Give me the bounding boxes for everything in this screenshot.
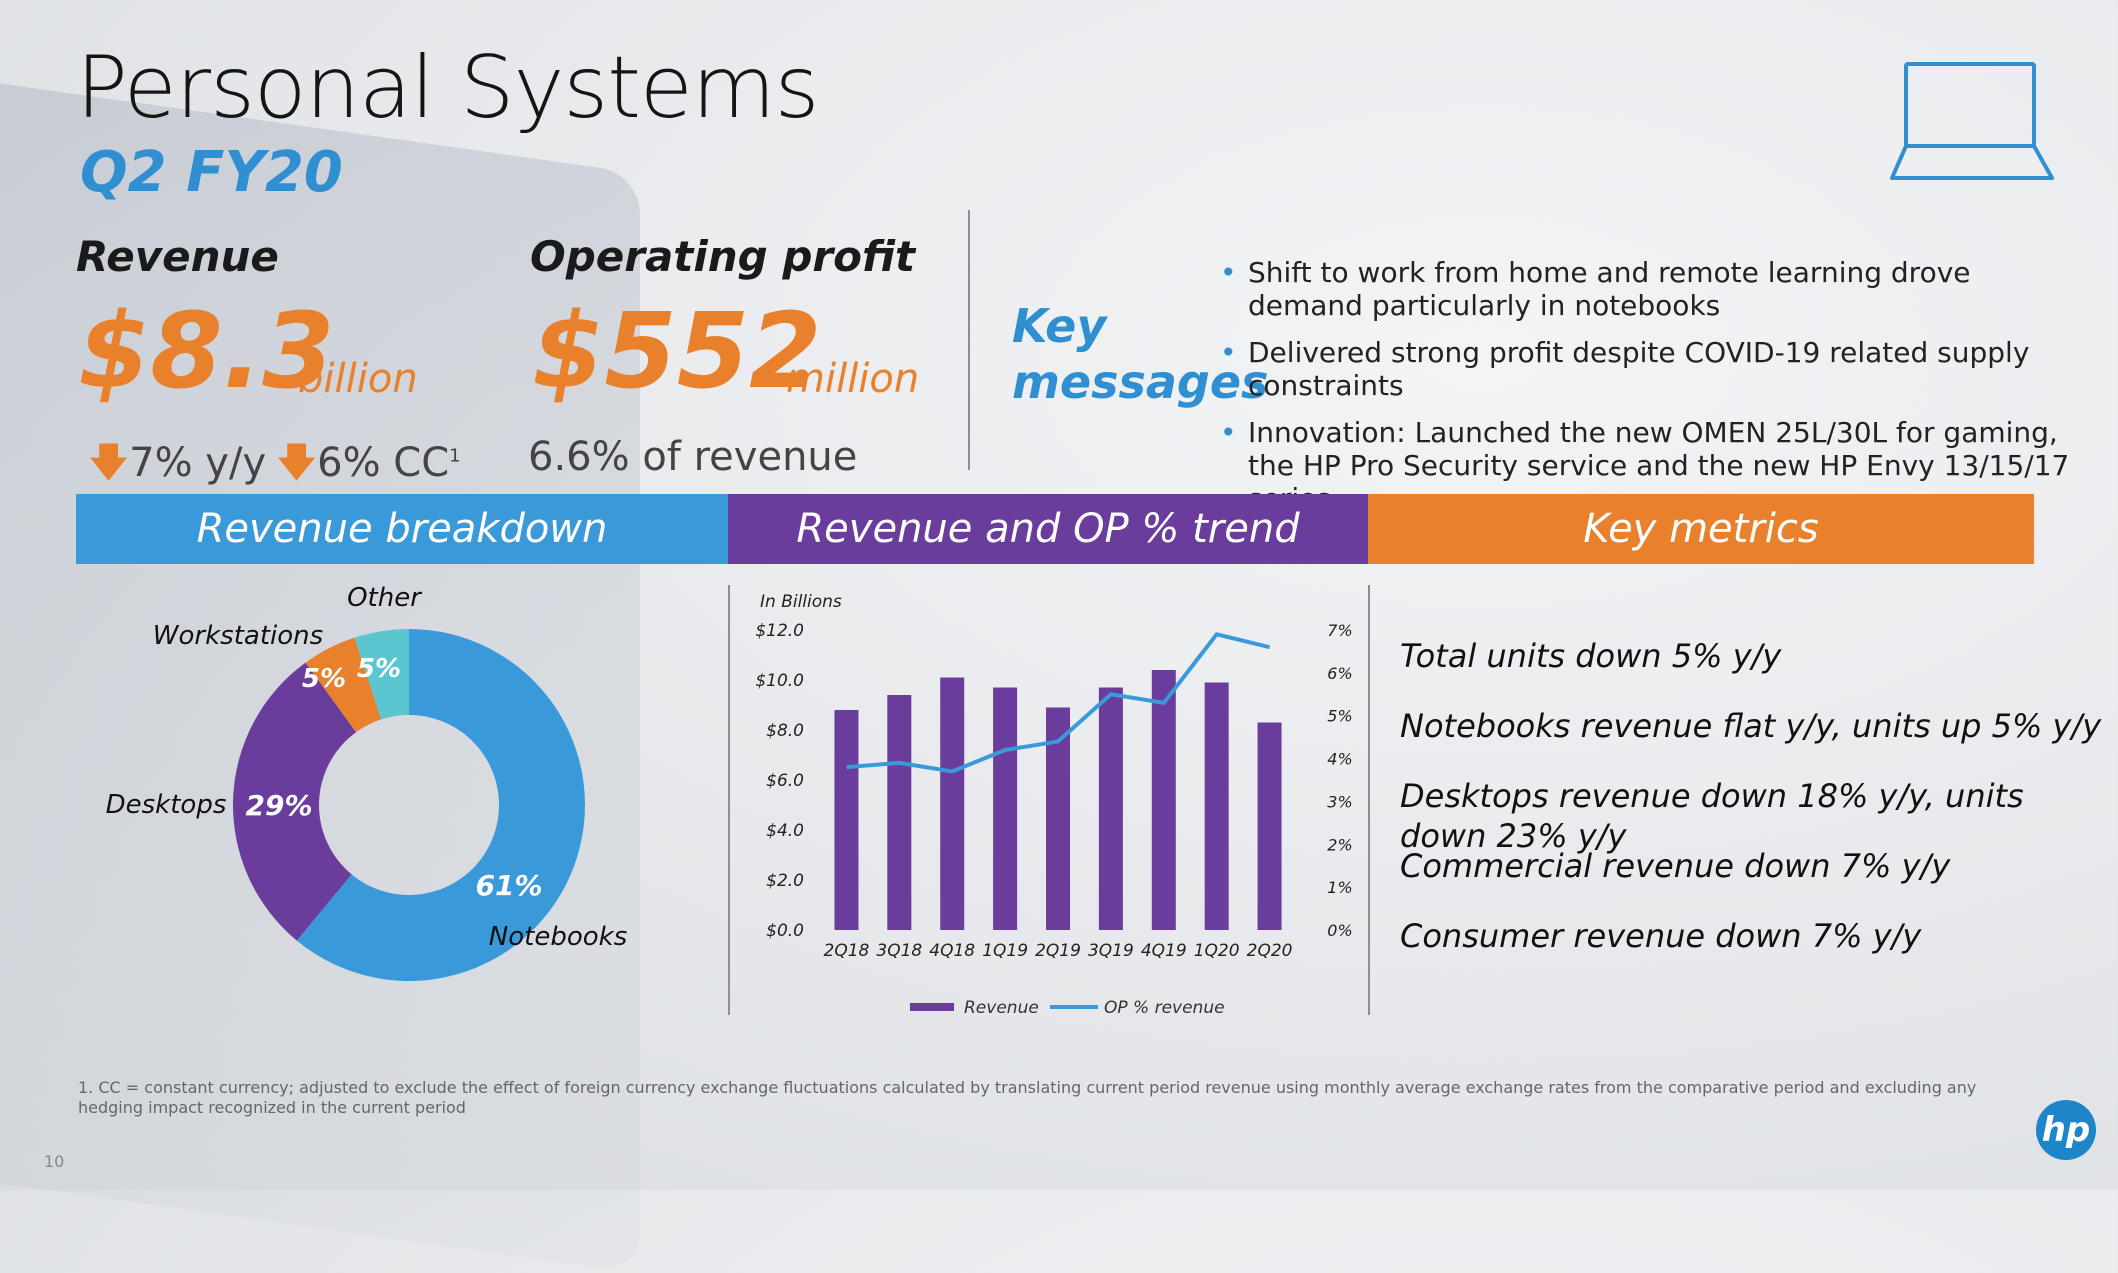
legend-label-revenue: Revenue	[964, 998, 1039, 1018]
key-metric-item: Notebooks revenue flat y/y, units up 5% …	[1400, 707, 2102, 745]
y-tick-label: $0.0	[766, 921, 804, 941]
legend-label-desktops: Desktops	[106, 790, 227, 820]
op-profit-unit: million	[786, 356, 920, 402]
revenue-yoy: 🡇7% y/y	[88, 434, 266, 502]
legend-label-workstations: Workstations	[153, 621, 323, 651]
y-tick-label: $10.0	[755, 671, 804, 691]
y2-tick-label: 4%	[1327, 750, 1352, 769]
bar-3q19	[1098, 687, 1123, 930]
donut-slice-notebooks	[296, 629, 586, 981]
key-message-item: Delivered strong profit despite COVID-19…	[1220, 336, 2080, 402]
x-tick-label: 3Q19	[1088, 941, 1134, 961]
x-tick-label: 4Q19	[1141, 941, 1187, 961]
key-metric-item: Desktops revenue down 18% y/y, units dow…	[1400, 777, 2024, 855]
band-key-metrics: Key metrics	[1368, 494, 2034, 564]
legend-swatch-op-pct	[1050, 1005, 1098, 1009]
key-message-item: Shift to work from home and remote learn…	[1220, 256, 2080, 322]
bar-3q18	[887, 695, 912, 930]
band-revenue-breakdown: Revenue breakdown	[76, 494, 728, 564]
bar-1q20	[1204, 682, 1229, 930]
revenue-value: $8.3	[78, 290, 335, 412]
y2-tick-label: 3%	[1327, 792, 1352, 811]
y-tick-label: $8.0	[766, 721, 804, 741]
revenue-label: Revenue	[76, 232, 279, 281]
revenue-breakdown-donut-chart: 61% 29% 5% 5% Notebooks Desktops Workstatio…	[106, 583, 627, 981]
band-revenue-op-trend: Revenue and OP % trend	[728, 494, 1368, 564]
y-tick-label: $2.0	[766, 871, 804, 891]
op-profit-value: $552	[532, 290, 822, 412]
legend-label-other: Other	[347, 583, 423, 613]
y-tick-label: $6.0	[766, 771, 804, 791]
donut-slice-workstations	[305, 637, 382, 733]
y-tick-label: $12.0	[755, 621, 804, 641]
x-tick-label: 2Q20	[1247, 941, 1293, 961]
chart-divider-right	[1368, 585, 1370, 1015]
op-profit-pct: 6.6% of revenue	[528, 434, 858, 480]
y2-tick-label: 5%	[1327, 707, 1352, 726]
donut-label-desktops: 29%	[245, 789, 312, 822]
key-messages-list: Shift to work from home and remote learn…	[1220, 256, 2080, 529]
footnote: 1. CC = constant currency; adjusted to e…	[78, 1078, 1977, 1117]
laptop-icon	[1890, 62, 2054, 180]
chart-divider-left	[728, 585, 730, 1015]
y2-tick-label: 7%	[1327, 621, 1352, 640]
x-tick-label: 1Q20	[1194, 941, 1240, 961]
header-divider	[968, 210, 970, 470]
legend-label-notebooks: Notebooks	[489, 922, 627, 952]
y2-tick-label: 2%	[1327, 835, 1352, 854]
page-title: Personal Systems	[76, 38, 819, 138]
down-arrow-icon: 🡇	[276, 440, 318, 486]
legend-swatch-revenue	[910, 1003, 954, 1011]
hp-logo: hp	[2036, 1100, 2096, 1160]
bar-1q19	[993, 687, 1018, 930]
footnote-marker: 1	[449, 445, 461, 467]
revenue-cc: 🡇6% CC1	[276, 434, 461, 502]
revenue-op-trend-chart: In Billions $0.0 $2.0 $4.0 $6.0 $8.0 $10.0 $12…	[755, 592, 1352, 1018]
y2-tick-label: 1%	[1327, 878, 1352, 897]
donut-label-notebooks: 61%	[475, 869, 542, 902]
y-tick-label: $4.0	[766, 821, 804, 841]
key-messages-label-line1: Key	[1012, 299, 1107, 353]
donut-label-other: 5%	[357, 654, 401, 684]
revenue-yoy-text: 7% y/y	[129, 440, 267, 486]
x-tick-label: 2Q19	[1035, 941, 1081, 961]
key-metrics-list: Total units down 5% y/y Notebooks revenu…	[1400, 636, 2118, 986]
series-line-op-pct	[846, 632, 1271, 774]
bar-4q18	[940, 677, 965, 930]
x-tick-label: 2Q18	[824, 941, 870, 961]
key-metric-item: Total units down 5% y/y	[1400, 637, 1782, 675]
x-tick-label: 3Q18	[876, 941, 922, 961]
x-tick-label: 4Q18	[929, 941, 975, 961]
down-arrow-icon: 🡇	[88, 440, 130, 486]
donut-slice-desktops	[233, 662, 357, 941]
op-profit-label: Operating profit	[530, 232, 916, 281]
key-message-item: Innovation: Launched the new OMEN 25L/30…	[1220, 416, 2080, 515]
bar-2q20	[1257, 722, 1282, 930]
bar-2q18	[834, 710, 859, 930]
key-metric-item: Commercial revenue down 7% y/y	[1400, 847, 1951, 885]
revenue-unit: billion	[298, 356, 418, 402]
page-number: 10	[44, 1152, 65, 1171]
y-axis-title: In Billions	[760, 592, 842, 612]
x-tick-label: 1Q19	[982, 941, 1028, 961]
y2-tick-label: 0%	[1327, 921, 1352, 940]
revenue-cc-text: 6% CC	[317, 440, 450, 486]
key-metric-item: Consumer revenue down 7% y/y	[1400, 917, 1922, 955]
donut-slice-other	[354, 629, 409, 720]
page-subtitle: Q2 FY20	[80, 140, 343, 205]
donut-label-workstations: 5%	[302, 664, 346, 694]
y2-tick-label: 6%	[1327, 664, 1352, 683]
bar-4q19	[1151, 670, 1176, 930]
legend-label-op-pct: OP % revenue	[1104, 998, 1225, 1018]
